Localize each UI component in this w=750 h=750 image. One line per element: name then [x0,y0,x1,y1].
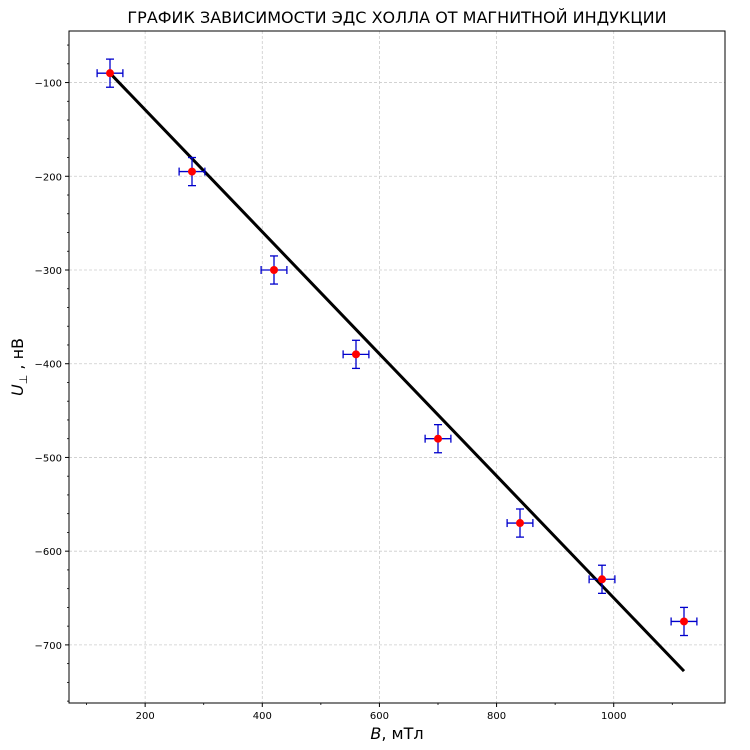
axis-ticks: 200 400 600 800 1000 −100 −200 −300 −400 −500 −600… [35,44,673,722]
point-marker [352,350,360,359]
y-axis-label: U⊥ , нВ [8,338,30,396]
plot-frame [68,30,726,704]
y-tick-label: −700 [35,641,62,652]
y-tick-label: −200 [35,172,62,183]
point-marker [106,69,114,78]
data-point [670,606,698,637]
point-marker [188,167,196,176]
y-tick-label: −300 [35,266,62,277]
x-tick-label: 200 [136,711,155,722]
x-tick-label: 1000 [601,711,626,722]
x-tick-label: 600 [370,711,389,722]
point-marker [434,434,442,443]
y-tick-label: −400 [35,360,62,371]
data-points [96,58,698,637]
data-point [178,156,206,187]
data-point [342,339,370,370]
y-tick-label: −600 [35,547,62,558]
point-marker [598,575,606,584]
y-tick-label: −100 [35,79,62,90]
point-marker [270,265,278,274]
x-axis-label: B, мТл [370,724,423,743]
point-marker [680,617,688,626]
grid [69,31,725,703]
data-point [506,508,534,538]
fit-line [108,72,686,673]
data-point [588,564,616,594]
point-marker [516,519,524,528]
data-point [424,423,452,454]
data-point [260,255,288,285]
x-tick-label: 800 [487,711,506,722]
y-tick-label: −500 [35,453,62,464]
data-point [96,58,124,88]
chart-title: ГРАФИК ЗАВИСИМОСТИ ЭДС ХОЛЛА ОТ МАГНИТНО… [127,8,666,27]
fit-line-layer [108,72,686,673]
x-tick-label: 400 [253,711,272,722]
